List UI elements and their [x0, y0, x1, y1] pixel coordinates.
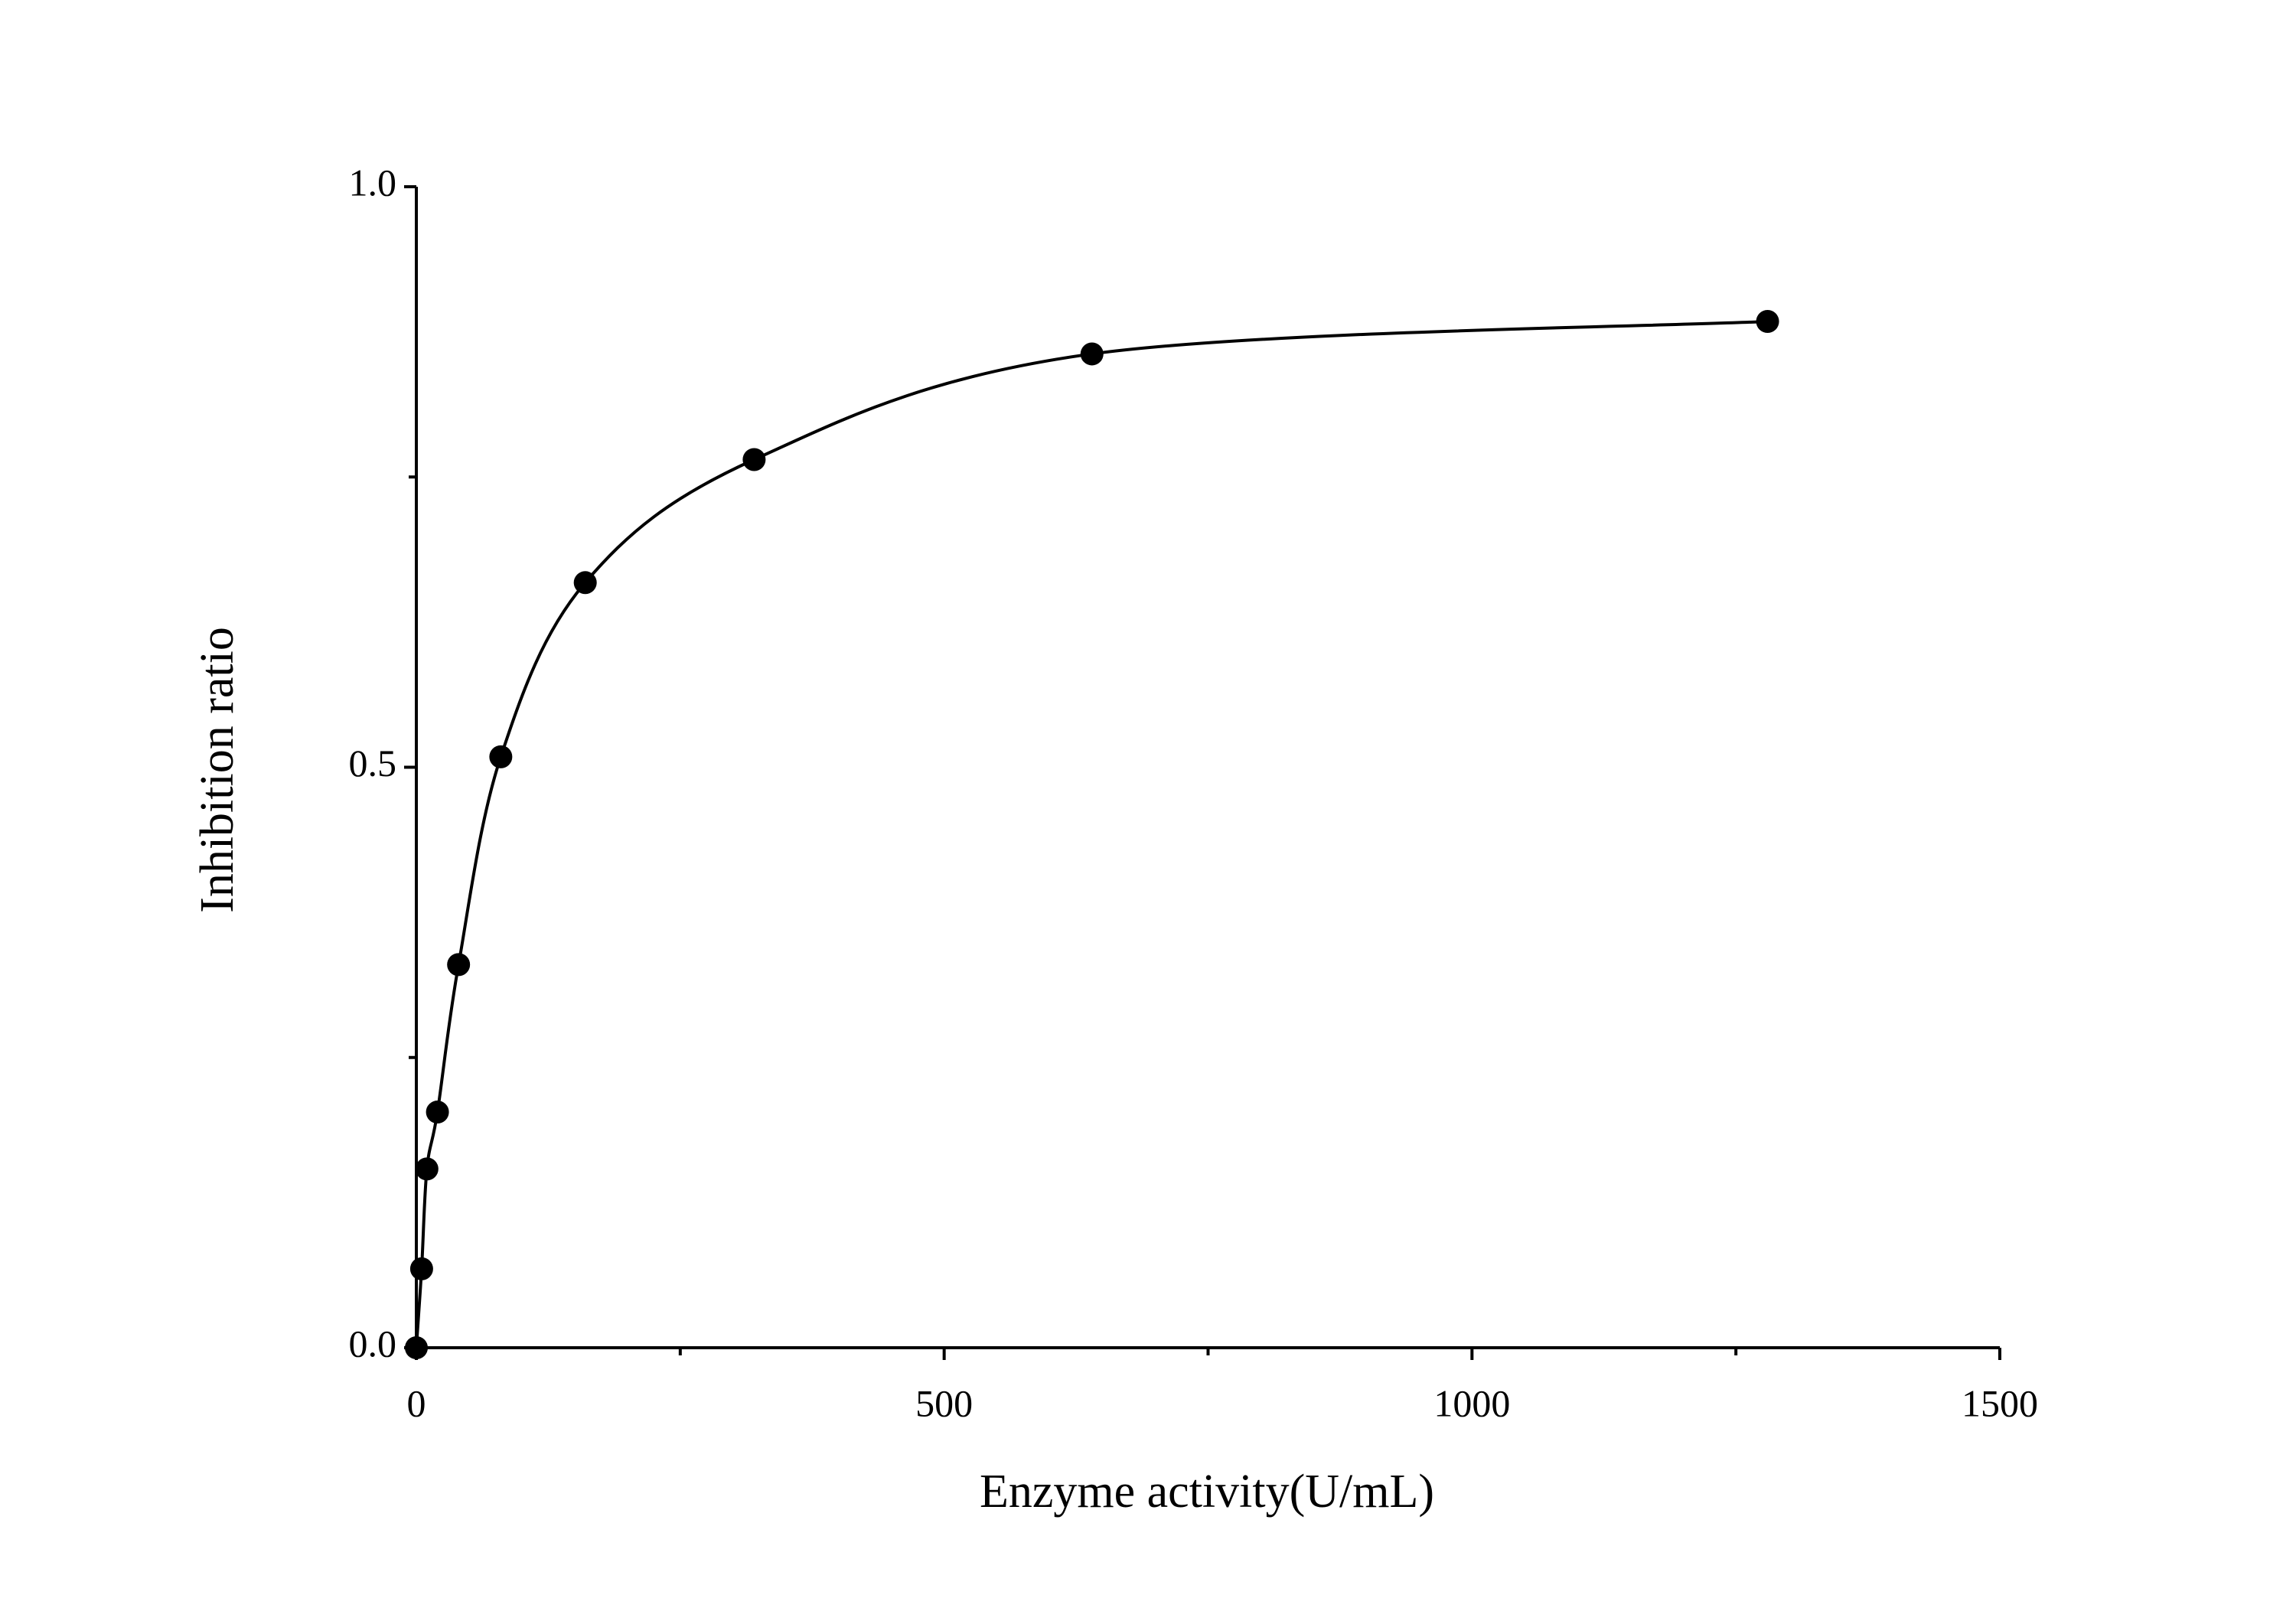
data-point: [573, 571, 597, 595]
x-tick-label: 1500: [1962, 1381, 2038, 1424]
data-point: [1756, 309, 1779, 333]
data-point: [1080, 342, 1104, 366]
x-axis-title: Enzyme activity(U/mL): [980, 1466, 1434, 1518]
data-point: [409, 1257, 433, 1280]
data-point: [742, 448, 766, 471]
data-point: [447, 953, 471, 977]
y-tick-label: 0.0: [349, 1322, 397, 1365]
data-point: [415, 1157, 439, 1181]
y-tick-label: 1.0: [349, 161, 397, 204]
fit-line: [415, 319, 1768, 1349]
y-axis-title: Inhibition ratio: [191, 627, 243, 913]
x-tick-label: 500: [915, 1381, 973, 1424]
x-tick-label: 0: [407, 1381, 426, 1424]
y-tick-label: 0.5: [349, 742, 397, 784]
x-tick-label: 1000: [1433, 1381, 1510, 1424]
data-point: [489, 745, 513, 768]
data-point: [426, 1101, 449, 1124]
data-point: [405, 1336, 428, 1359]
